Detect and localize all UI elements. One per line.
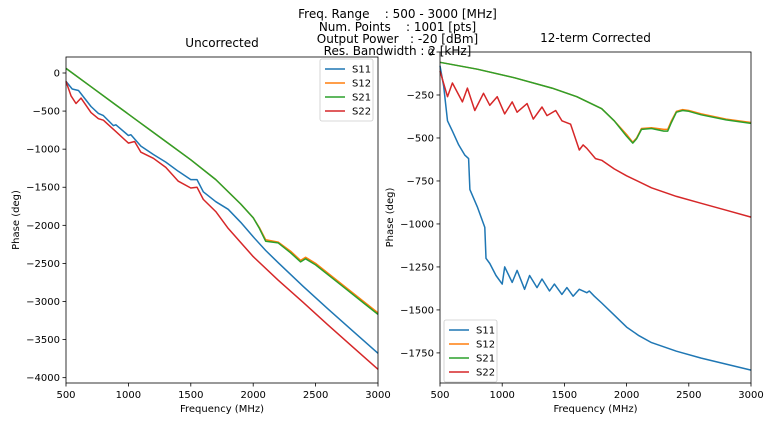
y-tick-label: 0 bbox=[428, 48, 434, 59]
x-tick-label: 500 bbox=[56, 390, 75, 401]
x-tick-label: 1500 bbox=[178, 390, 203, 401]
series-line-s22 bbox=[65, 81, 379, 370]
plot-uncorrected: 500 1000 1500 2000 2500 3000 0 −500 −1000 −1500 −2… bbox=[11, 36, 391, 415]
x-tick-label: 1000 bbox=[116, 390, 141, 401]
x-tick-label: 1000 bbox=[489, 390, 514, 401]
x-tick-label: 3000 bbox=[365, 390, 390, 401]
legend-box bbox=[319, 58, 374, 122]
series-line-s21 bbox=[439, 61, 752, 144]
legend: S11 S12 S21 S22 bbox=[319, 58, 374, 122]
axes-frame bbox=[439, 51, 752, 384]
legend: S11 S12 S21 S22 bbox=[443, 319, 498, 383]
y-tick-label: −3000 bbox=[26, 297, 60, 308]
legend-label-s22: S22 bbox=[352, 107, 371, 118]
x-tick-label: 2500 bbox=[303, 390, 328, 401]
legend-label-s12: S12 bbox=[476, 340, 495, 351]
suptitle-output-power: Output Power : -20 [dBm] bbox=[316, 32, 479, 46]
y-tick-label: −3500 bbox=[26, 335, 60, 346]
x-tick-label: 2500 bbox=[676, 390, 701, 401]
x-tick-label: 2000 bbox=[614, 390, 639, 401]
x-tick-label: 3000 bbox=[738, 390, 763, 401]
legend-label-s21: S21 bbox=[352, 93, 371, 104]
y-tick-label: −1000 bbox=[400, 219, 434, 230]
axes-frame bbox=[65, 56, 379, 384]
series-line-s11 bbox=[65, 80, 379, 354]
x-tick-label: 1500 bbox=[552, 390, 577, 401]
series-line-s11 bbox=[439, 65, 752, 371]
plot-corrected: 500 1000 1500 2000 2500 3000 0 −250 −500 −750 −100… bbox=[385, 31, 764, 415]
y-tick-label: −500 bbox=[33, 107, 60, 118]
y-tick-label: −1000 bbox=[26, 145, 60, 156]
y-axis-label: Phase (deg) bbox=[11, 190, 22, 250]
y-tick-label: −2500 bbox=[26, 259, 60, 270]
y-axis-label: Phase (deg) bbox=[385, 188, 396, 248]
legend-label-s12: S12 bbox=[352, 79, 371, 90]
y-tick-label: −2000 bbox=[26, 221, 60, 232]
x-tick-label: 2000 bbox=[240, 390, 265, 401]
suptitle-num-points: Num. Points : 1001 [pts] bbox=[318, 20, 477, 34]
plot-title: 12-term Corrected bbox=[540, 31, 651, 45]
suptitle-res-bandwidth: Res. Bandwidth : 2 [kHz] bbox=[323, 44, 472, 58]
x-axis-label: Frequency (MHz) bbox=[180, 404, 264, 415]
legend-label-s11: S11 bbox=[476, 326, 495, 337]
y-tick-label: −750 bbox=[407, 176, 434, 187]
y-tick-label: −1500 bbox=[400, 305, 434, 316]
series-line-s21 bbox=[65, 67, 379, 315]
series-line-s12 bbox=[439, 61, 752, 144]
y-tick-label: −250 bbox=[407, 90, 434, 101]
plot-title: Uncorrected bbox=[185, 36, 258, 50]
y-tick-label: −500 bbox=[407, 133, 434, 144]
y-tick-label: −1500 bbox=[26, 183, 60, 194]
legend-label-s21: S21 bbox=[476, 354, 495, 365]
y-tick-label: −1250 bbox=[400, 262, 434, 273]
legend-label-s11: S11 bbox=[352, 65, 371, 76]
legend-box bbox=[443, 319, 498, 383]
y-tick-label: −1750 bbox=[400, 348, 434, 359]
x-axis-label: Frequency (MHz) bbox=[553, 404, 637, 415]
y-tick-label: −4000 bbox=[26, 373, 60, 384]
x-tick-label: 500 bbox=[430, 390, 449, 401]
suptitle-freq-range: Freq. Range : 500 - 3000 [MHz] bbox=[298, 7, 497, 21]
series-line-s22 bbox=[439, 70, 752, 218]
y-tick-label: 0 bbox=[54, 68, 60, 79]
legend-label-s22: S22 bbox=[476, 368, 495, 379]
